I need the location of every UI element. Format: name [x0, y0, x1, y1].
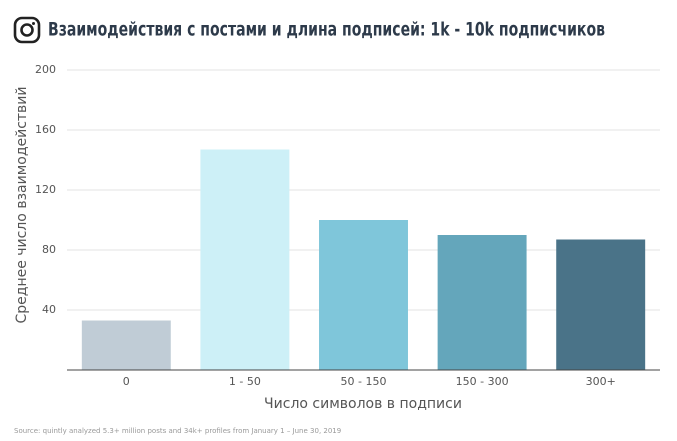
bar — [437, 235, 527, 370]
y-axis-label: Среднее число взаимодействий — [14, 86, 30, 323]
y-tick-label: 40 — [42, 303, 56, 316]
x-tick-label: 150 - 300 — [456, 375, 509, 388]
y-tick-label: 80 — [42, 243, 56, 256]
bar — [319, 220, 408, 370]
source-note: Source: quintly analyzed 5.3+ million po… — [14, 427, 341, 435]
chart-title: Взаимодействия с постами и длина подписе… — [48, 19, 605, 41]
bar — [81, 320, 171, 370]
x-tick-label: 0 — [123, 375, 130, 388]
y-tick-label: 120 — [35, 183, 56, 196]
x-tick-label: 300+ — [586, 375, 616, 388]
instagram-icon — [13, 16, 41, 44]
bar — [556, 239, 646, 370]
bar — [200, 149, 290, 370]
y-tick-label: 160 — [35, 123, 56, 136]
x-axis-label: Число символов в подписи — [264, 396, 462, 412]
y-tick-label: 200 — [35, 63, 56, 76]
x-tick-label: 50 - 150 — [341, 375, 387, 388]
x-tick-label: 1 - 50 — [229, 375, 261, 388]
